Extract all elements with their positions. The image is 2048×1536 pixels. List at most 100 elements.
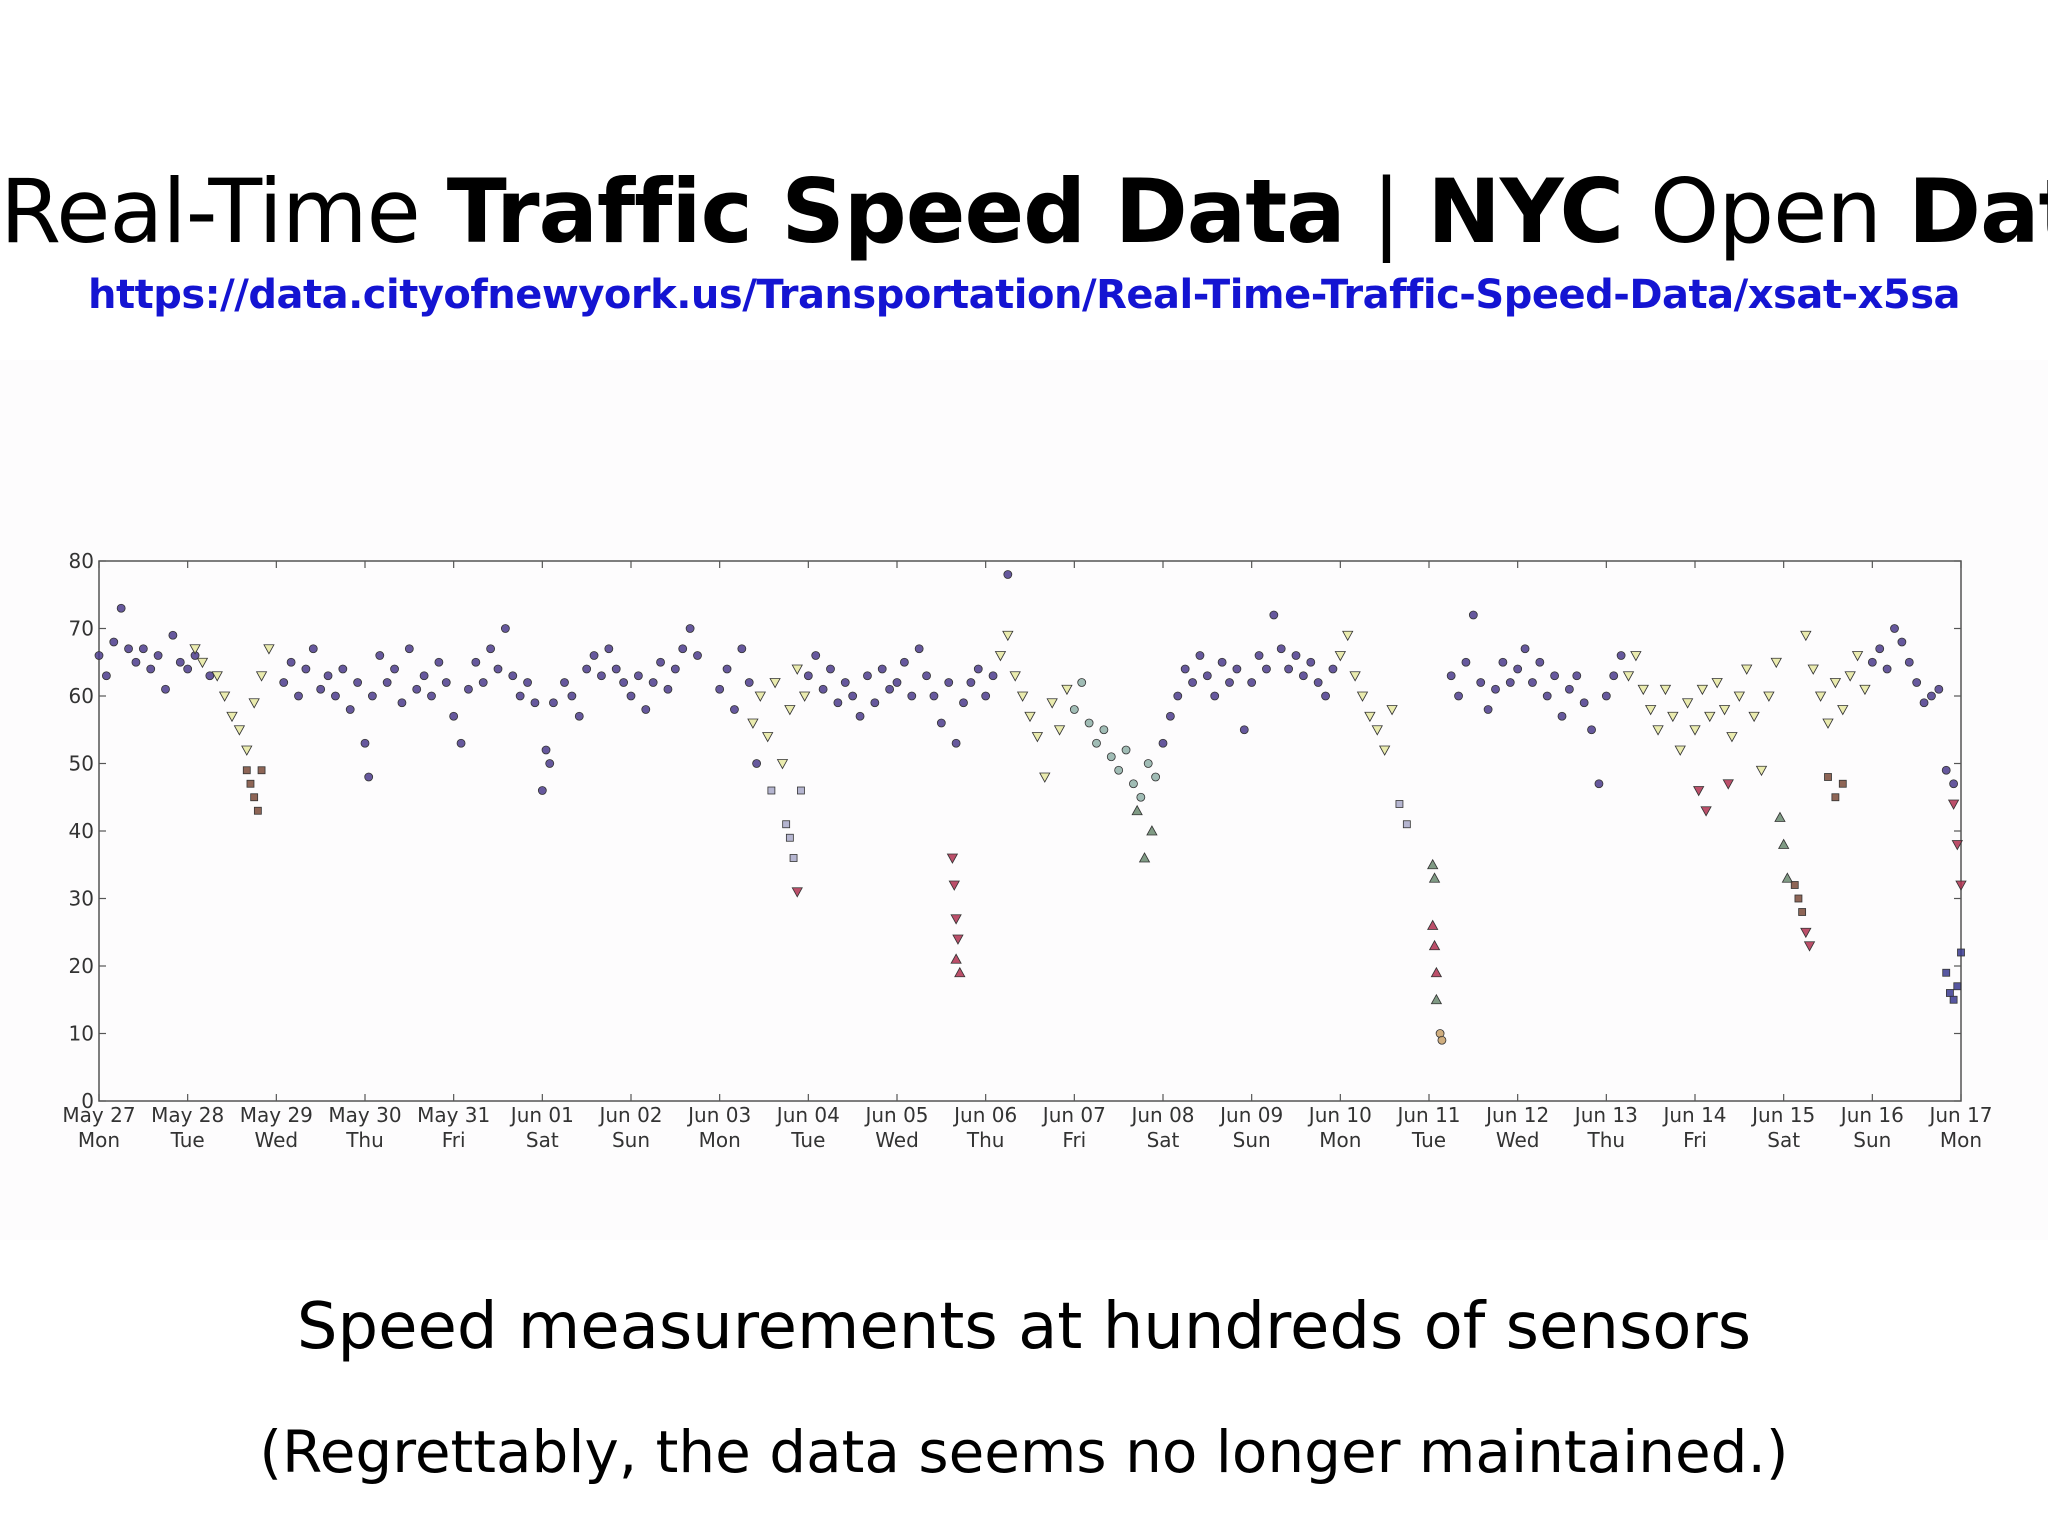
data-point xyxy=(722,664,732,674)
data-point xyxy=(523,678,532,687)
data-point xyxy=(981,691,991,701)
data-point xyxy=(1718,705,1731,716)
data-point xyxy=(109,637,119,647)
data-point xyxy=(1284,664,1294,674)
data-point xyxy=(537,786,547,795)
x-tick-label-date: Jun 09 xyxy=(1218,1103,1283,1127)
data-point xyxy=(1741,664,1753,675)
data-point xyxy=(1077,678,1087,687)
data-point xyxy=(1822,718,1834,729)
data-point xyxy=(226,711,238,723)
data-point xyxy=(412,684,422,694)
x-tick-label-day: Wed xyxy=(1496,1128,1540,1152)
title-part: NYC xyxy=(1427,160,1624,263)
data-point xyxy=(1807,664,1819,675)
data-point xyxy=(863,671,872,681)
data-point xyxy=(1949,779,1959,789)
data-point xyxy=(153,651,163,660)
data-point xyxy=(848,691,858,701)
data-point xyxy=(1121,745,1131,755)
data-point xyxy=(1002,630,1014,642)
data-point xyxy=(263,644,275,655)
data-point xyxy=(1667,711,1679,723)
data-point xyxy=(1349,671,1361,682)
y-tick-label: 50 xyxy=(69,752,94,776)
data-point xyxy=(1867,657,1877,667)
data-point xyxy=(1851,651,1864,662)
data-point xyxy=(308,644,318,654)
data-point xyxy=(785,833,794,842)
data-point xyxy=(1291,651,1301,660)
data-point xyxy=(1386,705,1398,716)
data-point xyxy=(1733,691,1746,702)
x-tick-label-day: Wed xyxy=(255,1128,299,1152)
data-point xyxy=(1882,664,1892,674)
data-point xyxy=(246,779,255,788)
x-tick-label-date: Jun 04 xyxy=(775,1103,840,1127)
y-tick-label: 80 xyxy=(69,549,94,573)
data-point xyxy=(1763,691,1775,702)
data-point xyxy=(242,766,251,775)
data-point xyxy=(1225,678,1234,687)
data-point xyxy=(1328,664,1338,674)
data-point xyxy=(1239,725,1249,735)
data-point xyxy=(1700,806,1712,817)
data-point xyxy=(950,914,962,925)
data-point xyxy=(323,671,333,681)
data-point xyxy=(1046,698,1058,709)
data-point xyxy=(250,793,259,802)
y-tick-label: 60 xyxy=(69,684,94,708)
data-point xyxy=(1151,772,1161,782)
data-point xyxy=(146,664,156,674)
data-point xyxy=(1814,691,1827,702)
data-point xyxy=(589,651,599,660)
data-point xyxy=(1550,671,1560,681)
data-point xyxy=(1535,657,1545,667)
data-point xyxy=(1934,684,1944,694)
x-tick-label-date: May 27 xyxy=(62,1103,135,1127)
x-tick-label-day: Fri xyxy=(1683,1128,1707,1152)
data-point xyxy=(626,691,636,701)
data-point xyxy=(1564,684,1574,694)
x-tick-label-date: Jun 17 xyxy=(1927,1103,1992,1127)
data-point xyxy=(1659,684,1672,696)
data-point xyxy=(1092,738,1101,748)
y-tick-label: 0 xyxy=(81,1089,94,1113)
data-point xyxy=(1428,872,1441,883)
data-point xyxy=(515,691,525,701)
data-point xyxy=(791,887,803,898)
data-point xyxy=(1061,684,1073,696)
data-point xyxy=(1722,779,1734,790)
data-point xyxy=(1031,732,1044,743)
data-point xyxy=(1165,711,1175,721)
data-point xyxy=(478,678,488,687)
data-point xyxy=(1427,919,1439,930)
title-part: Data xyxy=(1908,160,2048,263)
data-point xyxy=(670,664,680,674)
plot-frame xyxy=(98,560,1962,1102)
data-point xyxy=(648,678,658,687)
data-point xyxy=(1674,745,1686,756)
data-point xyxy=(1726,732,1738,743)
data-point xyxy=(1364,711,1376,723)
data-point xyxy=(818,684,828,694)
data-point xyxy=(1579,698,1589,708)
data-point xyxy=(1298,671,1308,681)
data-point xyxy=(189,644,201,655)
data-point xyxy=(1790,881,1799,889)
y-tick-label: 30 xyxy=(69,887,94,911)
data-point xyxy=(959,698,968,708)
x-tick-label-date: Jun 16 xyxy=(1839,1103,1904,1127)
y-tick-label: 20 xyxy=(69,954,94,978)
data-point xyxy=(131,657,141,667)
source-url[interactable]: https://data.cityofnewyork.us/Transporta… xyxy=(87,272,1961,318)
data-point xyxy=(1136,792,1146,802)
data-point xyxy=(1777,838,1790,849)
data-point xyxy=(464,684,473,694)
x-tick-label-date: Jun 13 xyxy=(1573,1103,1638,1127)
data-point xyxy=(175,657,185,667)
data-point xyxy=(762,732,774,743)
x-tick-label-date: Jun 05 xyxy=(863,1103,928,1127)
data-point xyxy=(685,624,695,633)
data-point xyxy=(946,853,959,864)
